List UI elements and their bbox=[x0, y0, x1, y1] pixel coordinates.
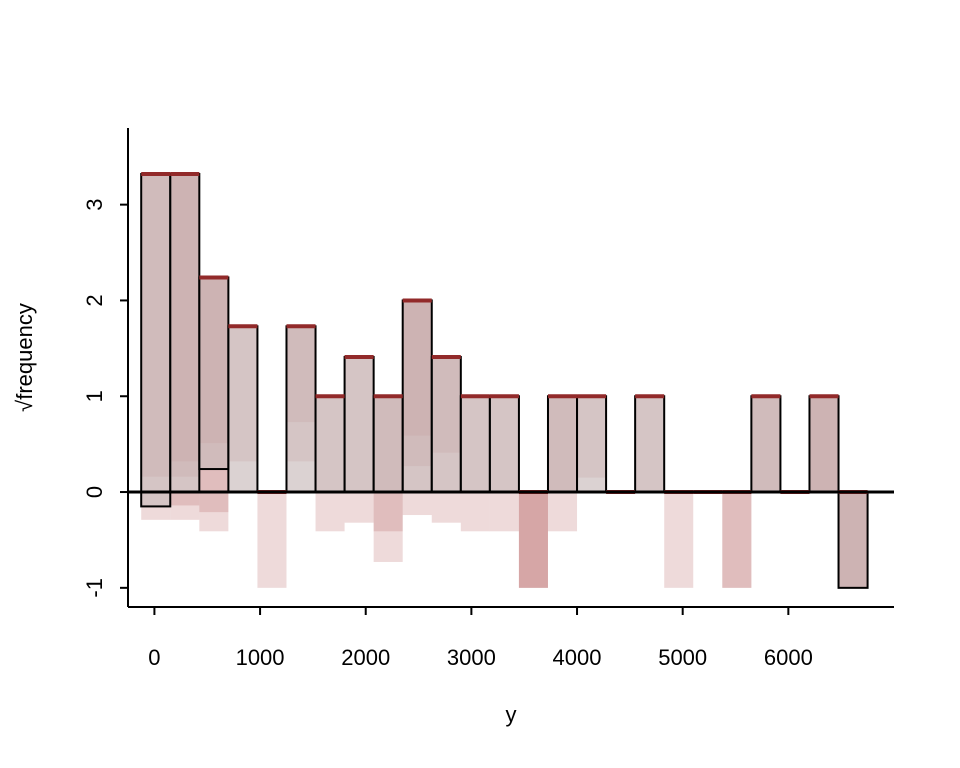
simulation-bar-20-1 bbox=[722, 492, 752, 588]
observed-bar-11 bbox=[459, 395, 491, 494]
y-tick-label-2: 1 bbox=[82, 390, 107, 402]
observed-bar-0 bbox=[140, 172, 172, 508]
observed-bar-21 bbox=[750, 395, 782, 494]
observed-bar-1 bbox=[169, 172, 201, 494]
observed-bar-24 bbox=[837, 491, 869, 589]
observed-bar-3 bbox=[227, 325, 259, 494]
x-tick-label-1: 1000 bbox=[236, 645, 285, 670]
simulation-bar-13-0 bbox=[518, 492, 548, 588]
observed-bar-15 bbox=[576, 395, 608, 494]
y-tick-label-4: 3 bbox=[82, 199, 107, 211]
observed-bars-layer bbox=[140, 172, 869, 589]
observed-bar-9 bbox=[401, 299, 433, 494]
x-tick-label-6: 6000 bbox=[764, 645, 813, 670]
simulation-bar-13-1 bbox=[518, 492, 548, 588]
observed-bar-10 bbox=[430, 355, 462, 494]
x-tick-label-5: 5000 bbox=[658, 645, 707, 670]
x-tick-label-0: 0 bbox=[148, 645, 160, 670]
x-tick-label-4: 4000 bbox=[553, 645, 602, 670]
x-ticks: 0 1000 2000 3000 4000 5000 6000 bbox=[148, 607, 813, 670]
observed-bar-17 bbox=[634, 395, 666, 494]
simulation-bar-13-2 bbox=[518, 492, 548, 588]
y-tick-label-0: -1 bbox=[82, 578, 107, 598]
observed-bar-8 bbox=[372, 395, 404, 494]
simulation-bar-20-0 bbox=[722, 492, 752, 588]
y-axis-title: √frequency bbox=[12, 303, 37, 412]
x-axis-title: y bbox=[506, 702, 517, 727]
observed-bar-7 bbox=[343, 355, 375, 494]
axes-layer bbox=[127, 128, 894, 608]
observed-bar-6 bbox=[314, 395, 346, 494]
y-ticks: -1 0 1 2 3 bbox=[82, 199, 128, 598]
simulation-bar-18-0 bbox=[664, 492, 694, 588]
observed-bar-23 bbox=[808, 395, 840, 494]
observed-bar-12 bbox=[488, 395, 520, 494]
observed-bar-2 bbox=[198, 276, 230, 471]
simulation-bar-4-0 bbox=[257, 492, 287, 588]
x-tick-label-2: 2000 bbox=[341, 645, 390, 670]
observed-bar-5 bbox=[285, 325, 317, 494]
x-tick-label-3: 3000 bbox=[447, 645, 496, 670]
y-tick-label-1: 0 bbox=[82, 486, 107, 498]
observed-bar-14 bbox=[546, 395, 579, 494]
y-tick-label-3: 2 bbox=[82, 294, 107, 306]
